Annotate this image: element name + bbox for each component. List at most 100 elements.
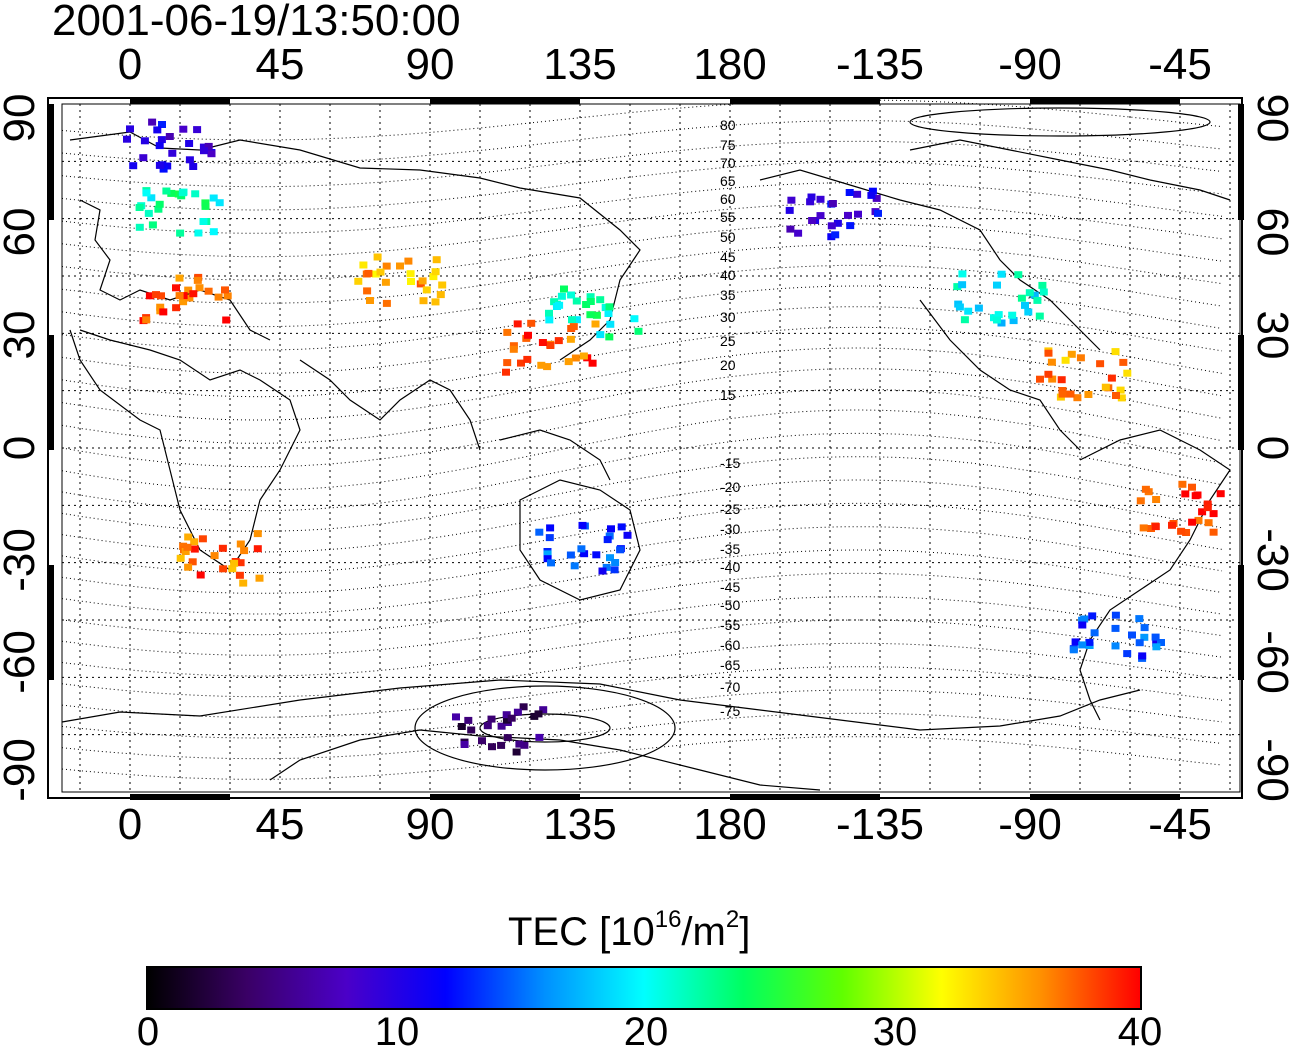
tec-cell: [184, 286, 193, 294]
tec-cell: [236, 559, 245, 567]
tec-cell: [432, 256, 441, 264]
tec-cell: [1084, 391, 1093, 398]
tec-cell: [517, 359, 525, 367]
coastlines: [61, 131, 1231, 791]
colorbar-label: 20: [623, 1010, 669, 1054]
tec-cell: [159, 165, 168, 173]
tec-cell: [452, 713, 460, 721]
tec-cell: [193, 276, 202, 284]
tec-cell: [168, 149, 177, 157]
tec-cell: [364, 269, 373, 277]
tec-cells: [123, 118, 1225, 756]
tec-cell: [960, 316, 969, 324]
tec-cell: [997, 270, 1006, 278]
tec-cell: [545, 309, 553, 317]
left-tick-label: 0: [0, 436, 45, 460]
tec-cell: [1152, 643, 1161, 651]
tec-cell: [488, 743, 496, 751]
tec-cell: [1057, 376, 1066, 384]
tec-cell: [159, 308, 168, 316]
tec-cell: [546, 342, 555, 349]
tec-cell: [867, 191, 876, 199]
tec-cell: [1151, 633, 1160, 641]
frame-tick-bar: [48, 565, 54, 680]
tec-cell: [1116, 386, 1125, 394]
frame-tick-bar: [48, 104, 54, 220]
tec-cell: [467, 726, 476, 734]
tec-cell: [178, 189, 187, 197]
tec-cell: [538, 339, 547, 346]
contour-label: 55: [720, 209, 736, 225]
tec-cell: [1119, 358, 1128, 366]
tec-cell: [145, 292, 154, 300]
contour-label: 80: [720, 117, 736, 133]
tec-cell: [176, 554, 185, 562]
frame-tick-bar: [430, 98, 580, 104]
tec-cell: [359, 261, 368, 269]
tec-cell: [1073, 394, 1082, 402]
tec-cell: [524, 331, 532, 339]
tec-cell: [381, 278, 390, 286]
tec-cell: [253, 545, 262, 553]
tec-cell: [546, 524, 555, 532]
tec-cell: [1140, 624, 1149, 632]
tec-cell: [209, 194, 218, 202]
tec-cell: [215, 199, 224, 207]
tec-cell: [567, 291, 576, 299]
tec-cell: [478, 737, 486, 745]
tec-cell: [1025, 289, 1034, 297]
tec-cell: [502, 711, 511, 719]
tec-cell: [1181, 490, 1190, 498]
tec-cell: [503, 734, 512, 742]
tec-cell: [497, 741, 506, 749]
contour-label: 70: [720, 155, 736, 171]
contour-label: -25: [720, 501, 740, 517]
contour-label: 75: [720, 137, 736, 153]
tec-cell: [1008, 311, 1017, 319]
tec-cell: [964, 307, 973, 315]
colorbar-label: 0: [136, 1010, 160, 1054]
contour-label: 35: [720, 287, 736, 303]
tec-cell: [596, 331, 605, 339]
tec-cell: [140, 137, 149, 145]
tec-cell: [570, 562, 579, 570]
tec-cell: [183, 543, 192, 551]
tec-cell: [605, 333, 614, 341]
contour-line: [61, 99, 1223, 141]
tec-cell: [554, 337, 563, 345]
tec-cell: [586, 298, 595, 305]
tec-cell: [236, 540, 245, 548]
contour-label: 65: [720, 173, 736, 189]
tec-cell: [407, 278, 415, 285]
tec-cell: [184, 533, 193, 541]
contour-label: -15: [720, 455, 740, 471]
tec-cell: [591, 320, 600, 328]
frame-tick-bar: [130, 794, 230, 800]
tec-cell: [162, 187, 171, 195]
contour-label: -35: [720, 541, 740, 557]
tec-cell: [207, 150, 216, 158]
tec-cell: [155, 142, 164, 150]
contour-label: 60: [720, 191, 736, 207]
top-tick-label: -45: [1148, 40, 1212, 89]
tec-cell: [1030, 291, 1039, 299]
bottom-tick-label: -135: [835, 800, 925, 849]
tec-cell: [1193, 491, 1202, 499]
tec-cell: [1128, 631, 1136, 639]
tec-cell: [1044, 349, 1053, 357]
tec-cell: [147, 194, 156, 202]
tec-cell: [527, 319, 536, 327]
tec-cell: [185, 156, 194, 164]
tec-cell: [854, 210, 862, 218]
tec-cell: [179, 125, 188, 133]
tec-cell: [1021, 301, 1029, 309]
tec-cell: [144, 209, 153, 217]
contour-label: 25: [720, 333, 736, 349]
tec-cell: [1058, 390, 1067, 398]
contour-label: -40: [720, 559, 740, 575]
tec-cell: [184, 563, 193, 571]
tec-cell: [543, 555, 552, 563]
tec-cell: [953, 283, 962, 291]
tec-cell: [543, 363, 552, 371]
tec-cell: [179, 542, 188, 550]
